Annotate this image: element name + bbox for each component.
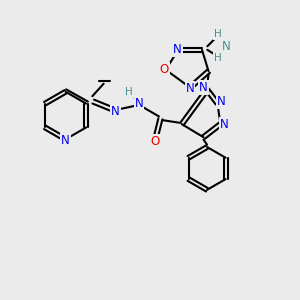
Text: N: N bbox=[111, 105, 120, 118]
Text: N: N bbox=[217, 95, 225, 108]
Text: O: O bbox=[160, 63, 169, 76]
Text: N: N bbox=[173, 43, 182, 56]
Text: H: H bbox=[214, 29, 221, 39]
Text: O: O bbox=[150, 135, 160, 148]
Text: H: H bbox=[125, 87, 133, 97]
Text: N: N bbox=[135, 97, 143, 110]
Text: N: N bbox=[61, 134, 70, 147]
Text: N: N bbox=[199, 81, 208, 94]
Text: N: N bbox=[186, 82, 194, 95]
Text: N: N bbox=[221, 40, 230, 53]
Text: H: H bbox=[214, 53, 221, 63]
Text: N: N bbox=[220, 118, 228, 130]
